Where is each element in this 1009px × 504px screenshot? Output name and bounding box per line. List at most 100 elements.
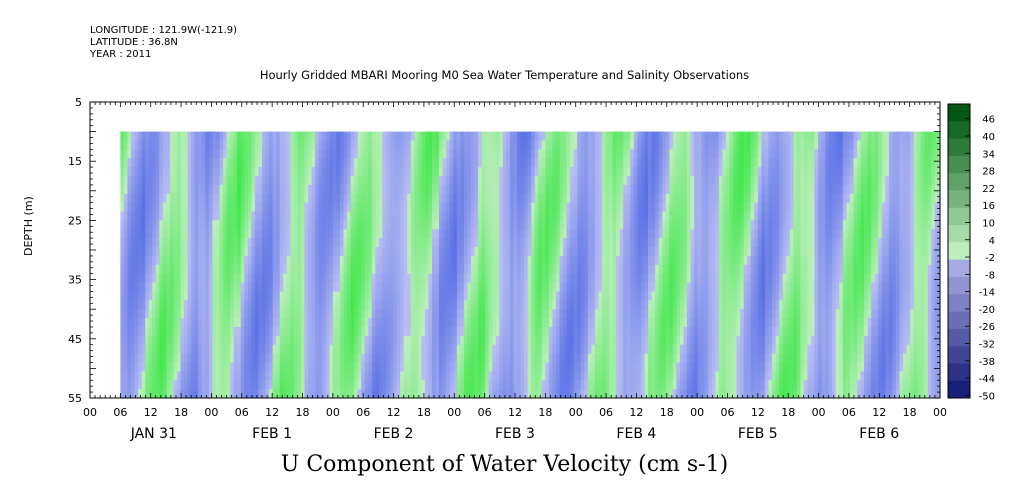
- heatmap-cell: [520, 202, 525, 212]
- heatmap-cell: [262, 193, 266, 204]
- heatmap-cell: [357, 167, 362, 177]
- heatmap-cell: [247, 238, 252, 248]
- heatmap-cell: [577, 362, 582, 372]
- heatmap-cell: [198, 335, 203, 346]
- heatmap-cell: [619, 184, 624, 195]
- heatmap-cell: [485, 158, 490, 168]
- heatmap-cell: [488, 273, 493, 283]
- heatmap-cell: [272, 176, 277, 186]
- heatmap-cell: [318, 184, 323, 195]
- heatmap-cell: [364, 389, 369, 399]
- heatmap-cell: [672, 211, 677, 221]
- heatmap-cell: [368, 131, 373, 141]
- heatmap-cell: [382, 344, 387, 354]
- heatmap-cell: [488, 202, 493, 212]
- heatmap-cell: [697, 326, 702, 337]
- heatmap-cell: [269, 353, 274, 363]
- heatmap-cell: [679, 291, 684, 301]
- heatmap-cell: [304, 229, 309, 239]
- heatmap-cell: [492, 176, 497, 186]
- heatmap-cell: [697, 158, 702, 168]
- heatmap-cell: [637, 335, 642, 346]
- heatmap-cell: [665, 131, 670, 141]
- heatmap-cell: [488, 247, 493, 257]
- heatmap-cell: [247, 255, 252, 266]
- heatmap-cell: [233, 167, 238, 177]
- heatmap-cell: [577, 255, 582, 266]
- heatmap-cell: [662, 273, 667, 283]
- heatmap-cell: [385, 326, 390, 337]
- heatmap-cell: [665, 167, 670, 177]
- heatmap-cell: [219, 380, 224, 390]
- heatmap-cell: [364, 131, 369, 141]
- heatmap-cell: [432, 326, 436, 337]
- heatmap-cell: [467, 389, 472, 399]
- heatmap-cell: [485, 229, 490, 239]
- heatmap-cell: [424, 291, 429, 301]
- heatmap-cell: [162, 380, 167, 390]
- heatmap-cell: [173, 380, 178, 390]
- heatmap-cell: [619, 362, 624, 372]
- heatmap-cell: [644, 238, 649, 248]
- heatmap-cell: [541, 264, 546, 275]
- heatmap-cell: [191, 202, 196, 212]
- heatmap-cell: [651, 380, 656, 390]
- heatmap-cell: [262, 158, 266, 168]
- heatmap-cell: [357, 326, 362, 337]
- heatmap-cell: [407, 318, 412, 328]
- heatmap-cell: [531, 326, 536, 337]
- heatmap-cell: [488, 344, 493, 354]
- heatmap-cell: [612, 389, 617, 399]
- heatmap-cell: [453, 380, 458, 390]
- heatmap-cell: [293, 176, 298, 186]
- heatmap-cell: [375, 389, 380, 399]
- heatmap-cell: [378, 255, 383, 266]
- heatmap-cell: [219, 211, 224, 221]
- heatmap-cell: [194, 300, 199, 310]
- heatmap-cell: [396, 220, 401, 230]
- heatmap-cell: [304, 273, 309, 283]
- heatmap-cell: [240, 202, 245, 212]
- heatmap-cell: [697, 211, 702, 221]
- heatmap-cell: [357, 149, 362, 159]
- heatmap-cell: [191, 326, 196, 337]
- heatmap-cell: [598, 131, 603, 141]
- heatmap-cell: [531, 264, 536, 275]
- heatmap-cell: [485, 167, 490, 177]
- heatmap-cell: [435, 344, 440, 354]
- heatmap-cell: [219, 335, 224, 346]
- heatmap-cell: [407, 149, 412, 159]
- heatmap-cell: [407, 309, 412, 319]
- heatmap-cell: [343, 353, 348, 363]
- heatmap-cell: [237, 149, 242, 159]
- heatmap-cell: [453, 273, 458, 283]
- heatmap-cell: [212, 291, 217, 301]
- heatmap-cell: [177, 158, 181, 168]
- heatmap-cell: [555, 318, 560, 328]
- heatmap-cell: [134, 371, 139, 381]
- heatmap-cell: [325, 149, 330, 159]
- heatmap-cell: [396, 211, 401, 221]
- heatmap-cell: [421, 149, 426, 159]
- heatmap-cell: [439, 193, 444, 204]
- heatmap-cell: [180, 389, 185, 399]
- heatmap-cell: [580, 149, 585, 159]
- heatmap-cell: [329, 326, 334, 337]
- heatmap-cell: [488, 131, 493, 141]
- heatmap-cell: [378, 202, 383, 212]
- heatmap-cell: [492, 238, 497, 248]
- heatmap-cell: [534, 247, 539, 257]
- heatmap-cell: [609, 220, 614, 230]
- heatmap-cell: [148, 202, 153, 212]
- heatmap-cell: [152, 362, 157, 372]
- heatmap-cell: [332, 131, 337, 141]
- heatmap-cell: [343, 193, 348, 204]
- heatmap-cell: [393, 167, 398, 177]
- heatmap-cell: [208, 158, 213, 168]
- heatmap-cell: [690, 247, 695, 257]
- heatmap-cell: [247, 371, 252, 381]
- heatmap-cell: [662, 184, 667, 195]
- heatmap-cell: [180, 309, 185, 319]
- heatmap-cell: [524, 309, 529, 319]
- heatmap-cell: [283, 389, 288, 399]
